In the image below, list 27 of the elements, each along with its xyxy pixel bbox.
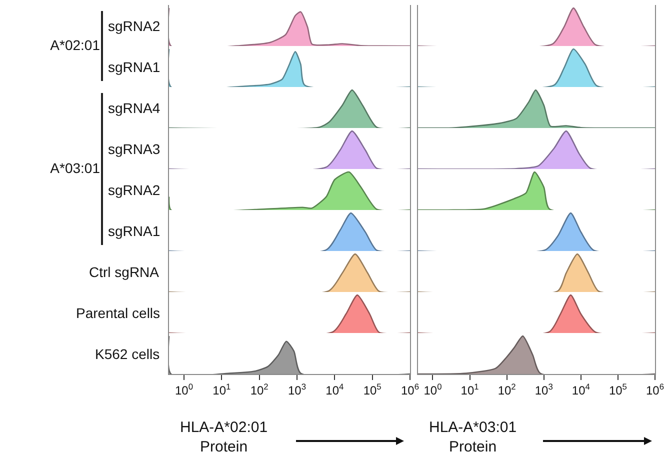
y-axis-title: sgRNA3 bbox=[108, 141, 160, 157]
y-axis-title: sgRNA4 bbox=[108, 100, 160, 116]
x-tick-label: 10$^{2}$ bbox=[250, 381, 269, 398]
x-tick-label: 10$^{4}$ bbox=[572, 381, 590, 398]
x-axis-title: HLA-A*02:01 Protein bbox=[180, 419, 268, 456]
y-axis-title: sgRNA2 bbox=[108, 182, 160, 198]
y-axis-title: K562 cells bbox=[95, 346, 160, 362]
y-axis-title: Ctrl sgRNA bbox=[89, 264, 160, 280]
y-axis-title: Parental cells bbox=[76, 305, 160, 321]
x-tick-label: 10$^{5}$ bbox=[363, 381, 382, 398]
text: A*02:01 bbox=[50, 37, 100, 53]
x-tick-label: 10$^{3}$ bbox=[288, 381, 306, 398]
x-tick-label: 10$^{0}$ bbox=[174, 381, 194, 398]
x-tick-label: 10$^{2}$ bbox=[498, 381, 516, 398]
x-tick-label: 10$^{3}$ bbox=[534, 381, 554, 398]
x-tick-label: 10$^{6}$ bbox=[646, 381, 664, 398]
x-tick-label: 10$^{0}$ bbox=[424, 381, 442, 398]
x-tick-label: 10$^{4}$ bbox=[326, 381, 344, 398]
x-tick-label: 10$^{6}$ bbox=[400, 381, 420, 398]
text: A*03:01 bbox=[50, 160, 100, 176]
x-tick-label: 10$^{1}$ bbox=[212, 381, 232, 398]
x-axis-title: HLA-A*03:01 Protein bbox=[429, 419, 517, 456]
y-axis-title: sgRNA1 bbox=[108, 59, 160, 75]
x-tick-label: 10$^{5}$ bbox=[608, 381, 628, 398]
y-axis-title: sgRNA2 bbox=[108, 18, 160, 34]
y-axis-title: sgRNA1 bbox=[108, 223, 160, 239]
x-tick-label: 10$^{1}$ bbox=[460, 381, 480, 398]
